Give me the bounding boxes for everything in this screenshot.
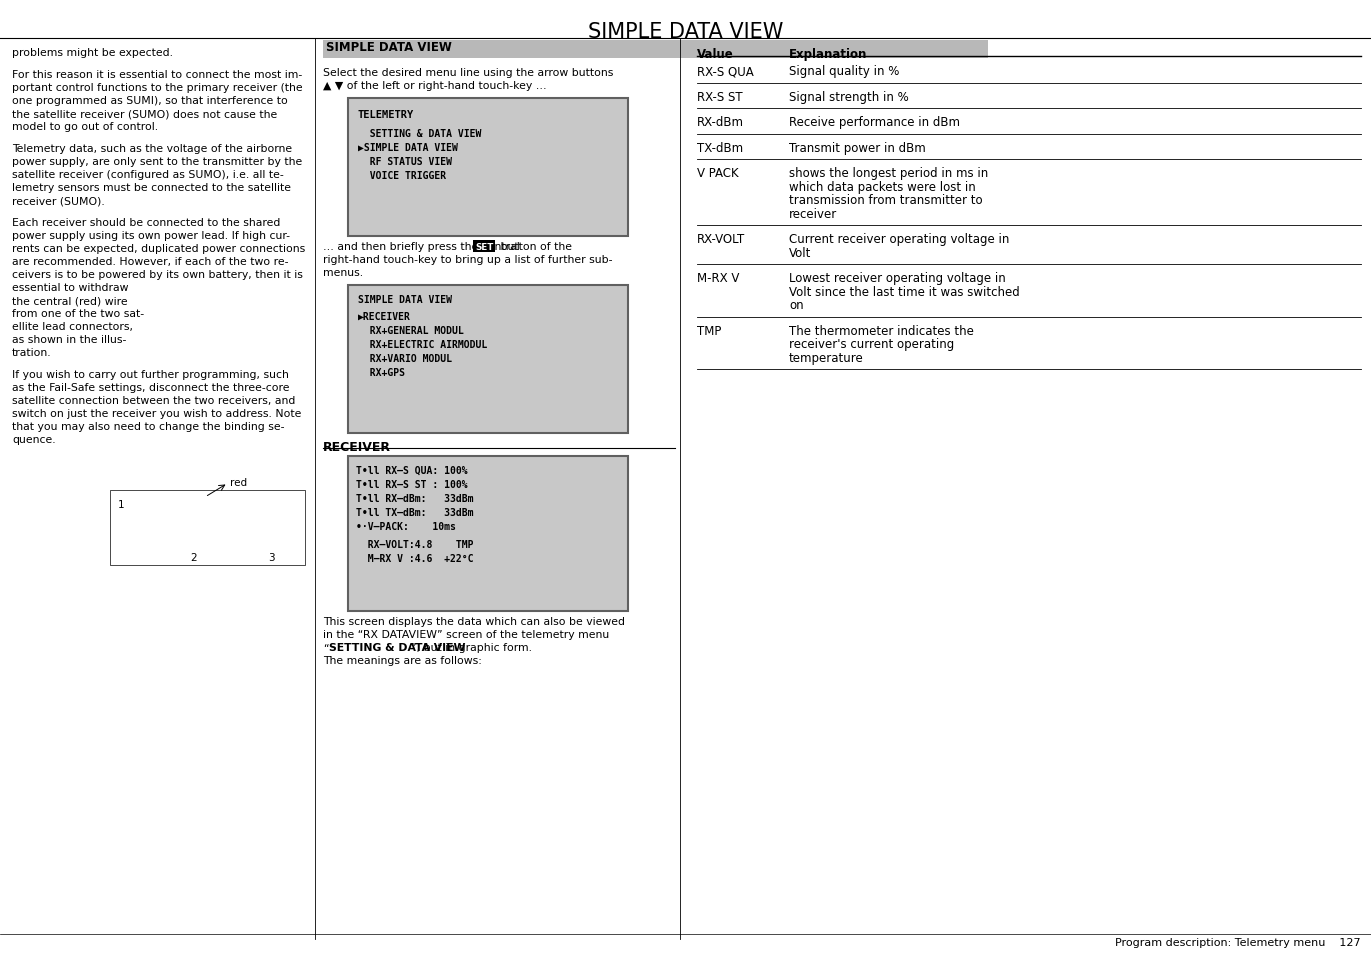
- Text: RX–VOLT:4.8    TMP: RX–VOLT:4.8 TMP: [356, 540, 473, 550]
- FancyBboxPatch shape: [348, 456, 628, 611]
- Text: from one of the two sat-: from one of the two sat-: [12, 309, 144, 319]
- Text: SIMPLE DATA VIEW: SIMPLE DATA VIEW: [326, 41, 452, 54]
- Text: as shown in the illus-: as shown in the illus-: [12, 335, 126, 345]
- Text: RX-dBm: RX-dBm: [696, 116, 744, 129]
- Text: SIMPLE DATA VIEW: SIMPLE DATA VIEW: [358, 295, 452, 305]
- Text: TELEMETRY: TELEMETRY: [358, 110, 414, 120]
- Text: temperature: temperature: [788, 352, 864, 364]
- Text: Value: Value: [696, 48, 733, 61]
- FancyBboxPatch shape: [348, 98, 628, 236]
- Text: right-hand touch-key to bring up a list of further sub-: right-hand touch-key to bring up a list …: [324, 255, 613, 265]
- Text: RF STATUS VIEW: RF STATUS VIEW: [358, 157, 452, 167]
- Text: Lowest receiver operating voltage in: Lowest receiver operating voltage in: [788, 272, 1006, 285]
- Text: ▲ ▼ of the left or right-hand touch-key …: ▲ ▼ of the left or right-hand touch-key …: [324, 81, 547, 91]
- Text: Explanation: Explanation: [788, 48, 868, 61]
- Text: red: red: [230, 478, 247, 488]
- Text: M–RX V :4.6  +22°C: M–RX V :4.6 +22°C: [356, 554, 473, 564]
- Text: Current receiver operating voltage in: Current receiver operating voltage in: [788, 233, 1009, 246]
- Text: •·V–PACK:    10ms: •·V–PACK: 10ms: [356, 522, 457, 532]
- FancyBboxPatch shape: [110, 490, 304, 565]
- Text: The meanings are as follows:: The meanings are as follows:: [324, 656, 481, 666]
- Text: which data packets were lost in: which data packets were lost in: [788, 180, 976, 194]
- Text: TMP: TMP: [696, 325, 721, 337]
- Text: in the “RX DATAVIEW” screen of the telemetry menu: in the “RX DATAVIEW” screen of the telem…: [324, 630, 609, 640]
- Text: M-RX V: M-RX V: [696, 272, 739, 285]
- Text: receiver (SUMO).: receiver (SUMO).: [12, 196, 104, 206]
- Text: shows the longest period in ms in: shows the longest period in ms in: [788, 167, 988, 180]
- Text: 1: 1: [118, 500, 125, 510]
- Text: RX+ELECTRIC AIRMODUL: RX+ELECTRIC AIRMODUL: [358, 340, 487, 350]
- Text: the satellite receiver (SUMO) does not cause the: the satellite receiver (SUMO) does not c…: [12, 109, 277, 119]
- Text: VOICE TRIGGER: VOICE TRIGGER: [358, 171, 446, 181]
- Text: RX+GENERAL MODUL: RX+GENERAL MODUL: [358, 326, 463, 336]
- Text: ▶SIMPLE DATA VIEW: ▶SIMPLE DATA VIEW: [358, 143, 458, 153]
- Text: essential to withdraw: essential to withdraw: [12, 283, 129, 293]
- Text: ellite lead connectors,: ellite lead connectors,: [12, 322, 133, 332]
- Text: quence.: quence.: [12, 435, 56, 445]
- Text: are recommended. However, if each of the two re-: are recommended. However, if each of the…: [12, 257, 288, 267]
- Text: problems might be expected.: problems might be expected.: [12, 48, 173, 58]
- Text: as the Fail-Safe settings, disconnect the three-core: as the Fail-Safe settings, disconnect th…: [12, 383, 289, 393]
- Text: T•ll TX–dBm:   33dBm: T•ll TX–dBm: 33dBm: [356, 508, 473, 518]
- Text: ”, but in graphic form.: ”, but in graphic form.: [410, 643, 532, 653]
- Text: RX-S ST: RX-S ST: [696, 90, 743, 103]
- Text: Select the desired menu line using the arrow buttons: Select the desired menu line using the a…: [324, 68, 613, 78]
- Text: ceivers is to be powered by its own battery, then it is: ceivers is to be powered by its own batt…: [12, 270, 303, 280]
- Text: model to go out of control.: model to go out of control.: [12, 122, 158, 132]
- Text: 3: 3: [267, 553, 274, 563]
- Text: RX-S QUA: RX-S QUA: [696, 65, 754, 78]
- Text: button of the: button of the: [498, 242, 572, 252]
- Text: Receive performance in dBm: Receive performance in dBm: [788, 116, 960, 129]
- Text: portant control functions to the primary receiver (the: portant control functions to the primary…: [12, 83, 303, 93]
- Text: SET: SET: [474, 243, 494, 252]
- Text: V PACK: V PACK: [696, 167, 739, 180]
- Text: power supply, are only sent to the transmitter by the: power supply, are only sent to the trans…: [12, 157, 302, 167]
- Text: For this reason it is essential to connect the most im-: For this reason it is essential to conne…: [12, 70, 302, 80]
- Text: transmission from transmitter to: transmission from transmitter to: [788, 194, 983, 207]
- Text: Each receiver should be connected to the shared: Each receiver should be connected to the…: [12, 218, 281, 228]
- Text: one programmed as SUMI), so that interference to: one programmed as SUMI), so that interfe…: [12, 96, 288, 106]
- Text: Signal quality in %: Signal quality in %: [788, 65, 899, 78]
- Text: Program description: Telemetry menu    127: Program description: Telemetry menu 127: [1116, 938, 1361, 948]
- Text: switch on just the receiver you wish to address. Note: switch on just the receiver you wish to …: [12, 409, 302, 419]
- Text: receiver's current operating: receiver's current operating: [788, 338, 954, 351]
- Text: satellite connection between the two receivers, and: satellite connection between the two rec…: [12, 396, 295, 406]
- Text: TX-dBm: TX-dBm: [696, 142, 743, 154]
- Text: RX-VOLT: RX-VOLT: [696, 233, 746, 246]
- FancyBboxPatch shape: [348, 285, 628, 433]
- Text: SIMPLE DATA VIEW: SIMPLE DATA VIEW: [588, 22, 783, 42]
- Text: RX+GPS: RX+GPS: [358, 368, 404, 378]
- Text: T•ll RX–dBm:   33dBm: T•ll RX–dBm: 33dBm: [356, 494, 473, 504]
- Text: Transmit power in dBm: Transmit power in dBm: [788, 142, 925, 154]
- Text: Signal strength in %: Signal strength in %: [788, 90, 909, 103]
- Text: RECEIVER: RECEIVER: [324, 441, 391, 454]
- Text: on: on: [788, 299, 803, 312]
- Text: If you wish to carry out further programming, such: If you wish to carry out further program…: [12, 370, 289, 380]
- Text: This screen displays the data which can also be viewed: This screen displays the data which can …: [324, 617, 625, 627]
- Text: menus.: menus.: [324, 268, 363, 278]
- Text: SETTING & DATA VIEW: SETTING & DATA VIEW: [358, 129, 481, 139]
- Text: SETTING & DATA VIEW: SETTING & DATA VIEW: [329, 643, 466, 653]
- Text: ▶RECEIVER: ▶RECEIVER: [358, 312, 411, 322]
- FancyBboxPatch shape: [324, 40, 988, 58]
- Text: receiver: receiver: [788, 208, 838, 220]
- Text: that you may also need to change the binding se-: that you may also need to change the bin…: [12, 422, 285, 432]
- Text: RX+VARIO MODUL: RX+VARIO MODUL: [358, 354, 452, 364]
- Text: lemetry sensors must be connected to the satellite: lemetry sensors must be connected to the…: [12, 183, 291, 193]
- Text: “: “: [324, 643, 329, 653]
- Text: The thermometer indicates the: The thermometer indicates the: [788, 325, 973, 337]
- Text: Volt: Volt: [788, 246, 812, 260]
- Text: rents can be expected, duplicated power connections: rents can be expected, duplicated power …: [12, 244, 306, 254]
- Text: power supply using its own power lead. If high cur-: power supply using its own power lead. I…: [12, 231, 291, 241]
- Text: Volt since the last time it was switched: Volt since the last time it was switched: [788, 285, 1020, 299]
- Text: the central (red) wire: the central (red) wire: [12, 296, 128, 306]
- Text: tration.: tration.: [12, 348, 52, 358]
- Text: 2: 2: [191, 553, 196, 563]
- Text: T•ll RX–S QUA: 100%: T•ll RX–S QUA: 100%: [356, 466, 468, 476]
- Text: T•ll RX–S ST : 100%: T•ll RX–S ST : 100%: [356, 480, 468, 490]
- Text: Telemetry data, such as the voltage of the airborne: Telemetry data, such as the voltage of t…: [12, 144, 292, 154]
- FancyBboxPatch shape: [473, 240, 495, 252]
- Text: satellite receiver (configured as SUMO), i.e. all te-: satellite receiver (configured as SUMO),…: [12, 170, 284, 180]
- Text: … and then briefly press the central: … and then briefly press the central: [324, 242, 524, 252]
